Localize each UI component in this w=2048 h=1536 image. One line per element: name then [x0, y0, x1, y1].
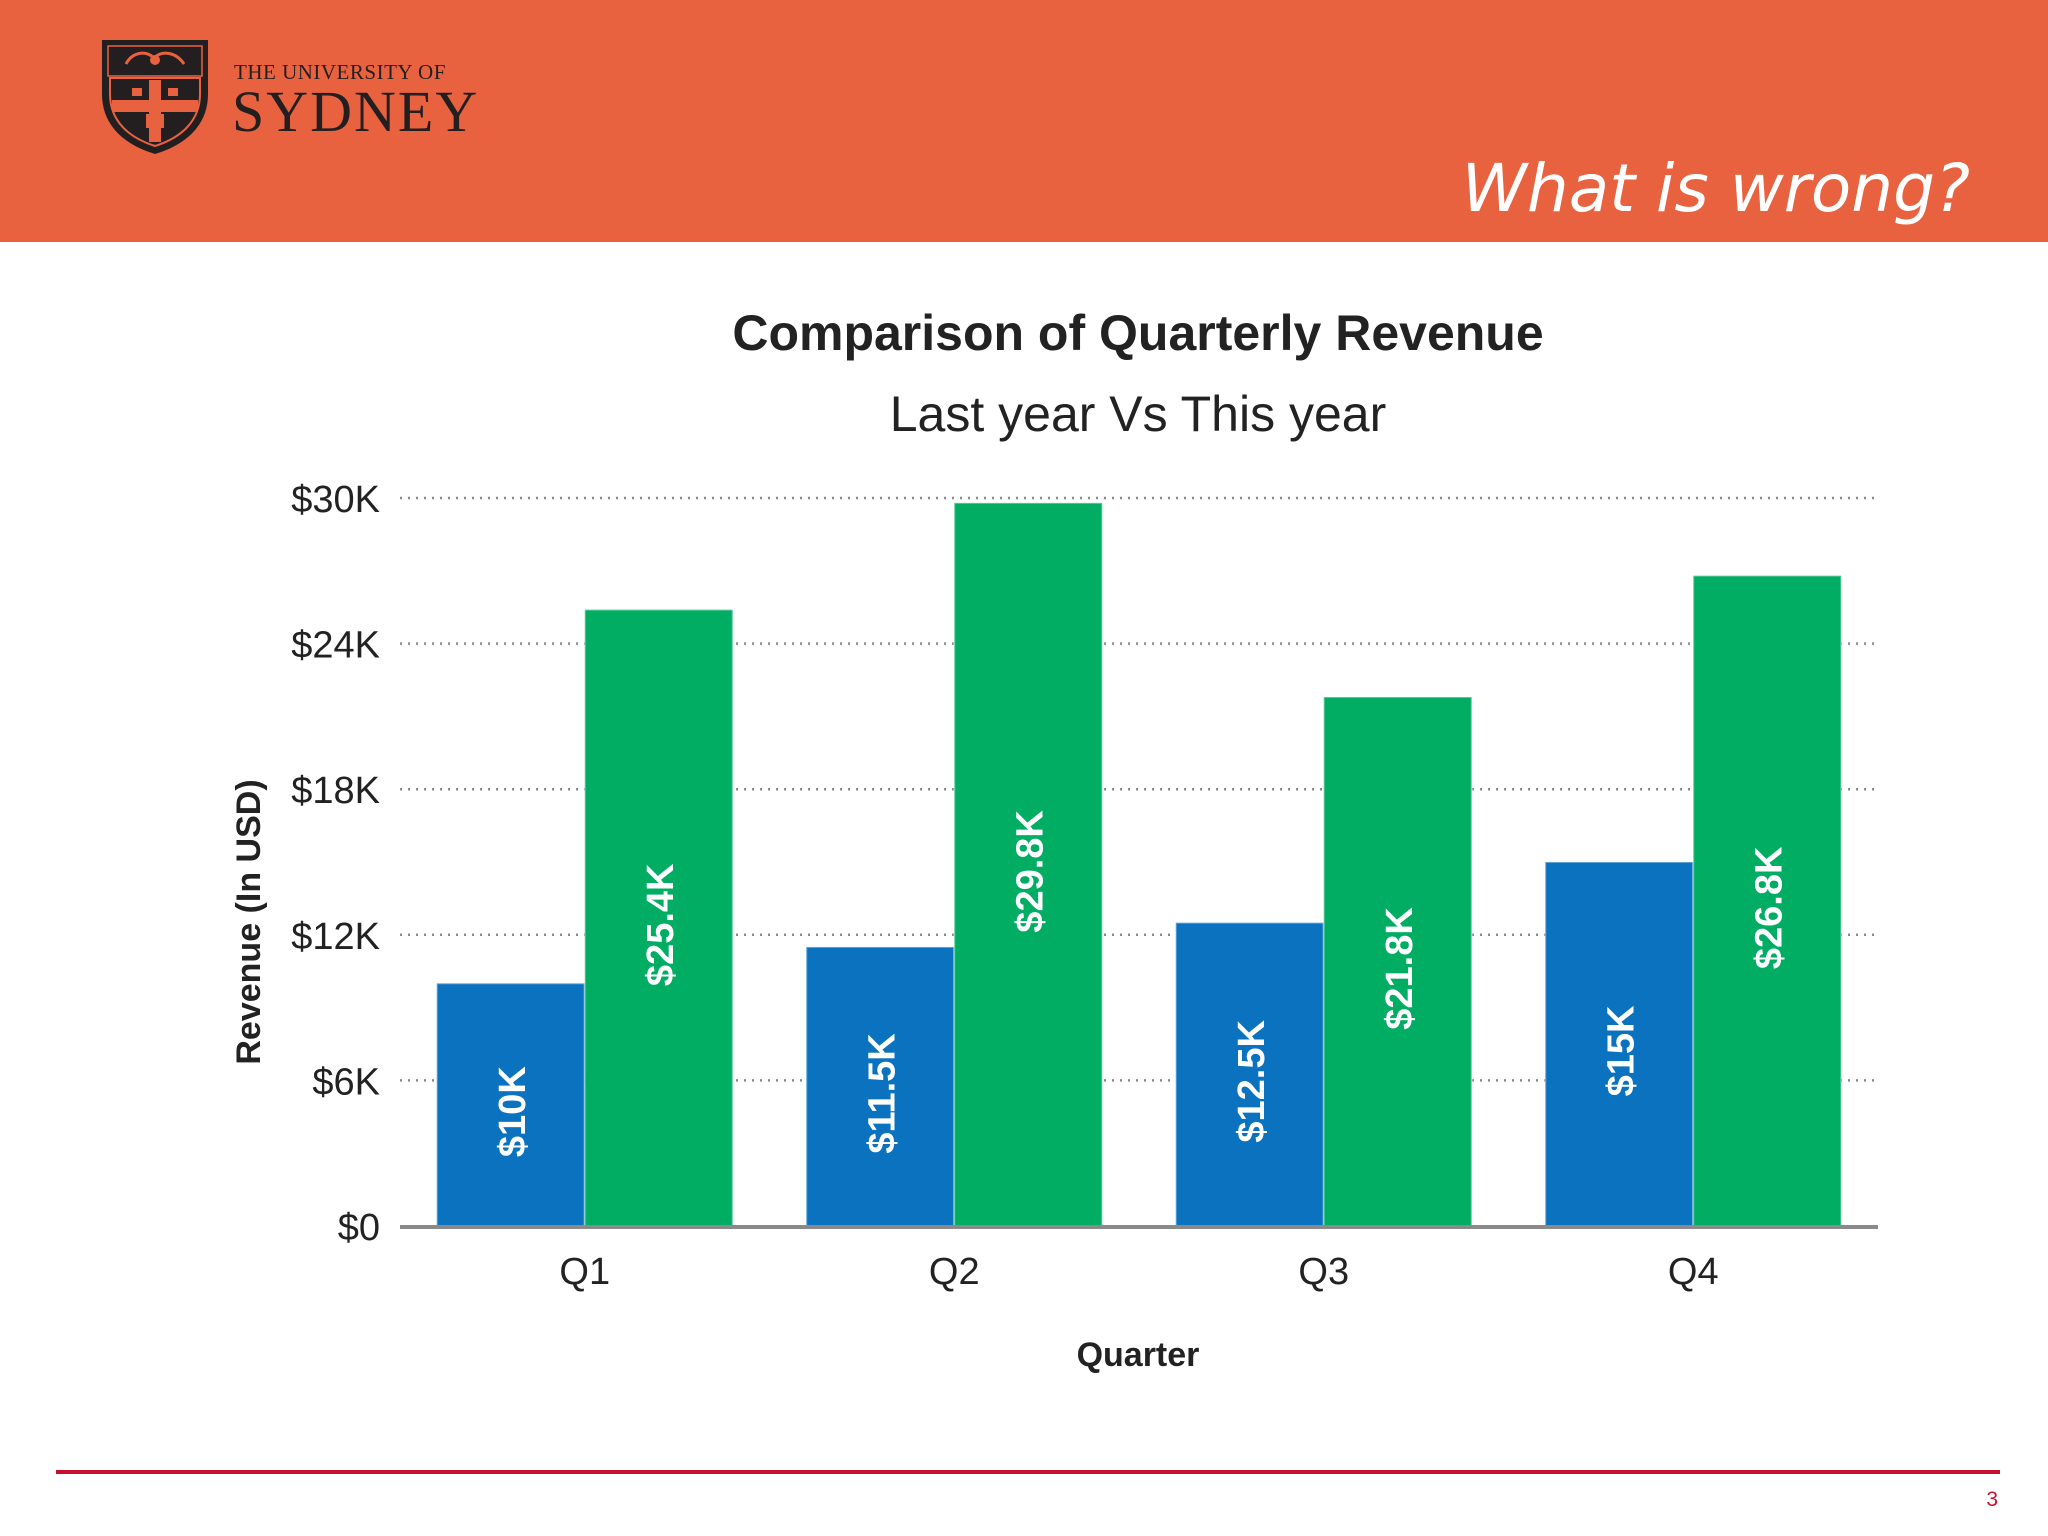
logo-text-small: THE UNIVERSITY OF [234, 60, 446, 84]
x-tick-label: Q1 [559, 1251, 610, 1293]
bar-data-label: $26.8K [1748, 846, 1790, 969]
y-tick-label: $24K [291, 625, 380, 667]
bar-data-label: $10K [492, 1066, 534, 1157]
chart-subtitle: Last year Vs This year [890, 386, 1387, 442]
bar-data-label: $21.8K [1379, 907, 1421, 1030]
chart-title: Comparison of Quarterly Revenue [732, 305, 1543, 361]
y-tick-label: $30K [291, 479, 380, 521]
y-tick-label: $0 [338, 1207, 380, 1249]
y-tick-label: $6K [312, 1061, 380, 1103]
bar [583, 608, 734, 1228]
bar-data-label: $29.8K [1009, 810, 1051, 933]
bar [1544, 861, 1695, 1227]
page-number: 3 [1986, 1488, 1998, 1511]
bar-data-label: $11.5K [861, 1033, 903, 1154]
bar [1692, 574, 1843, 1227]
axes: $0 $6K $12K $18K $24K $30K Q1 Q2 Q3 Q4 [291, 479, 1878, 1293]
slide-title: What is wrong? [1461, 150, 1970, 227]
bar-data-label: $25.4K [640, 863, 682, 986]
x-tick-label: Q3 [1298, 1251, 1349, 1293]
y-tick-label: $12K [291, 916, 380, 958]
y-tick-label: $18K [291, 770, 380, 812]
slide-header: THE UNIVERSITY OF SYDNEY What is wrong? [0, 0, 2048, 242]
x-axis-label: Quarter [1077, 1336, 1200, 1374]
logo-text-large: SYDNEY [232, 79, 480, 144]
footer-rule [56, 1470, 2000, 1474]
revenue-bar-chart: Comparison of Quarterly Revenue Last yea… [230, 305, 1878, 1374]
x-tick-label: Q2 [929, 1251, 980, 1293]
university-crest-icon [102, 40, 208, 154]
bar-data-label: $12.5K [1231, 1020, 1273, 1143]
university-logo: THE UNIVERSITY OF SYDNEY [96, 34, 477, 158]
x-tick-label: Q4 [1668, 1251, 1719, 1293]
bars: $10K $25.4K $11.5K $29.8K $12.5K $21.8K $15K $2… [435, 501, 1843, 1228]
bar-data-label: $15K [1600, 1005, 1642, 1096]
bar [435, 982, 586, 1227]
y-axis-label: Revenue (In USD) [230, 779, 268, 1064]
